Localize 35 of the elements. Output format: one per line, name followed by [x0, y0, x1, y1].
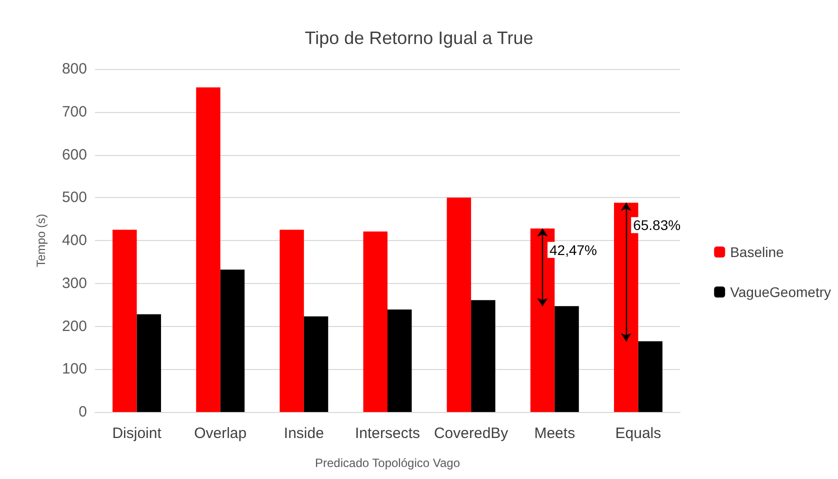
bar — [388, 310, 412, 412]
bar — [136, 314, 162, 412]
bar — [304, 316, 328, 412]
legend-label: Baseline — [730, 244, 784, 260]
chart-title: Tipo de Retorno Igual a True — [304, 28, 534, 48]
bar — [280, 230, 304, 412]
y-tick-label: 200 — [62, 318, 87, 335]
bar — [638, 341, 662, 412]
x-tick-label: Equals — [615, 425, 662, 442]
y-tick-label: 0 — [78, 404, 87, 420]
y-tick-label: 100 — [62, 360, 87, 378]
x-tick-label: Intersects — [354, 425, 420, 442]
bar — [112, 230, 137, 412]
y-tick-label: 800 — [62, 60, 87, 78]
x-tick-label: Meets — [534, 425, 576, 442]
x-tick-label: Inside — [284, 425, 324, 442]
y-tick-label: 500 — [62, 189, 87, 206]
y-tick-label: 700 — [62, 103, 87, 120]
y-tick-label: 400 — [62, 232, 87, 249]
bar — [446, 198, 472, 412]
bar — [471, 300, 496, 412]
annotation: 42,47% — [550, 242, 598, 258]
bar — [220, 270, 245, 412]
legend-label: VagueGeometry — [730, 284, 831, 300]
x-axis-title: Predicado Topológico Vago — [315, 456, 460, 470]
x-tick-label: CoveredBy — [434, 425, 509, 442]
x-tick-label: Overlap — [194, 425, 247, 442]
annotation: 65.83% — [633, 217, 681, 234]
y-tick-label: 300 — [62, 274, 87, 292]
y-axis-title: Tempo (s) — [34, 214, 48, 268]
x-tick-label: Disjoint — [112, 425, 162, 442]
bar — [196, 87, 220, 412]
bar — [363, 231, 388, 412]
bar — [554, 306, 579, 412]
y-tick-label: 600 — [62, 146, 87, 164]
